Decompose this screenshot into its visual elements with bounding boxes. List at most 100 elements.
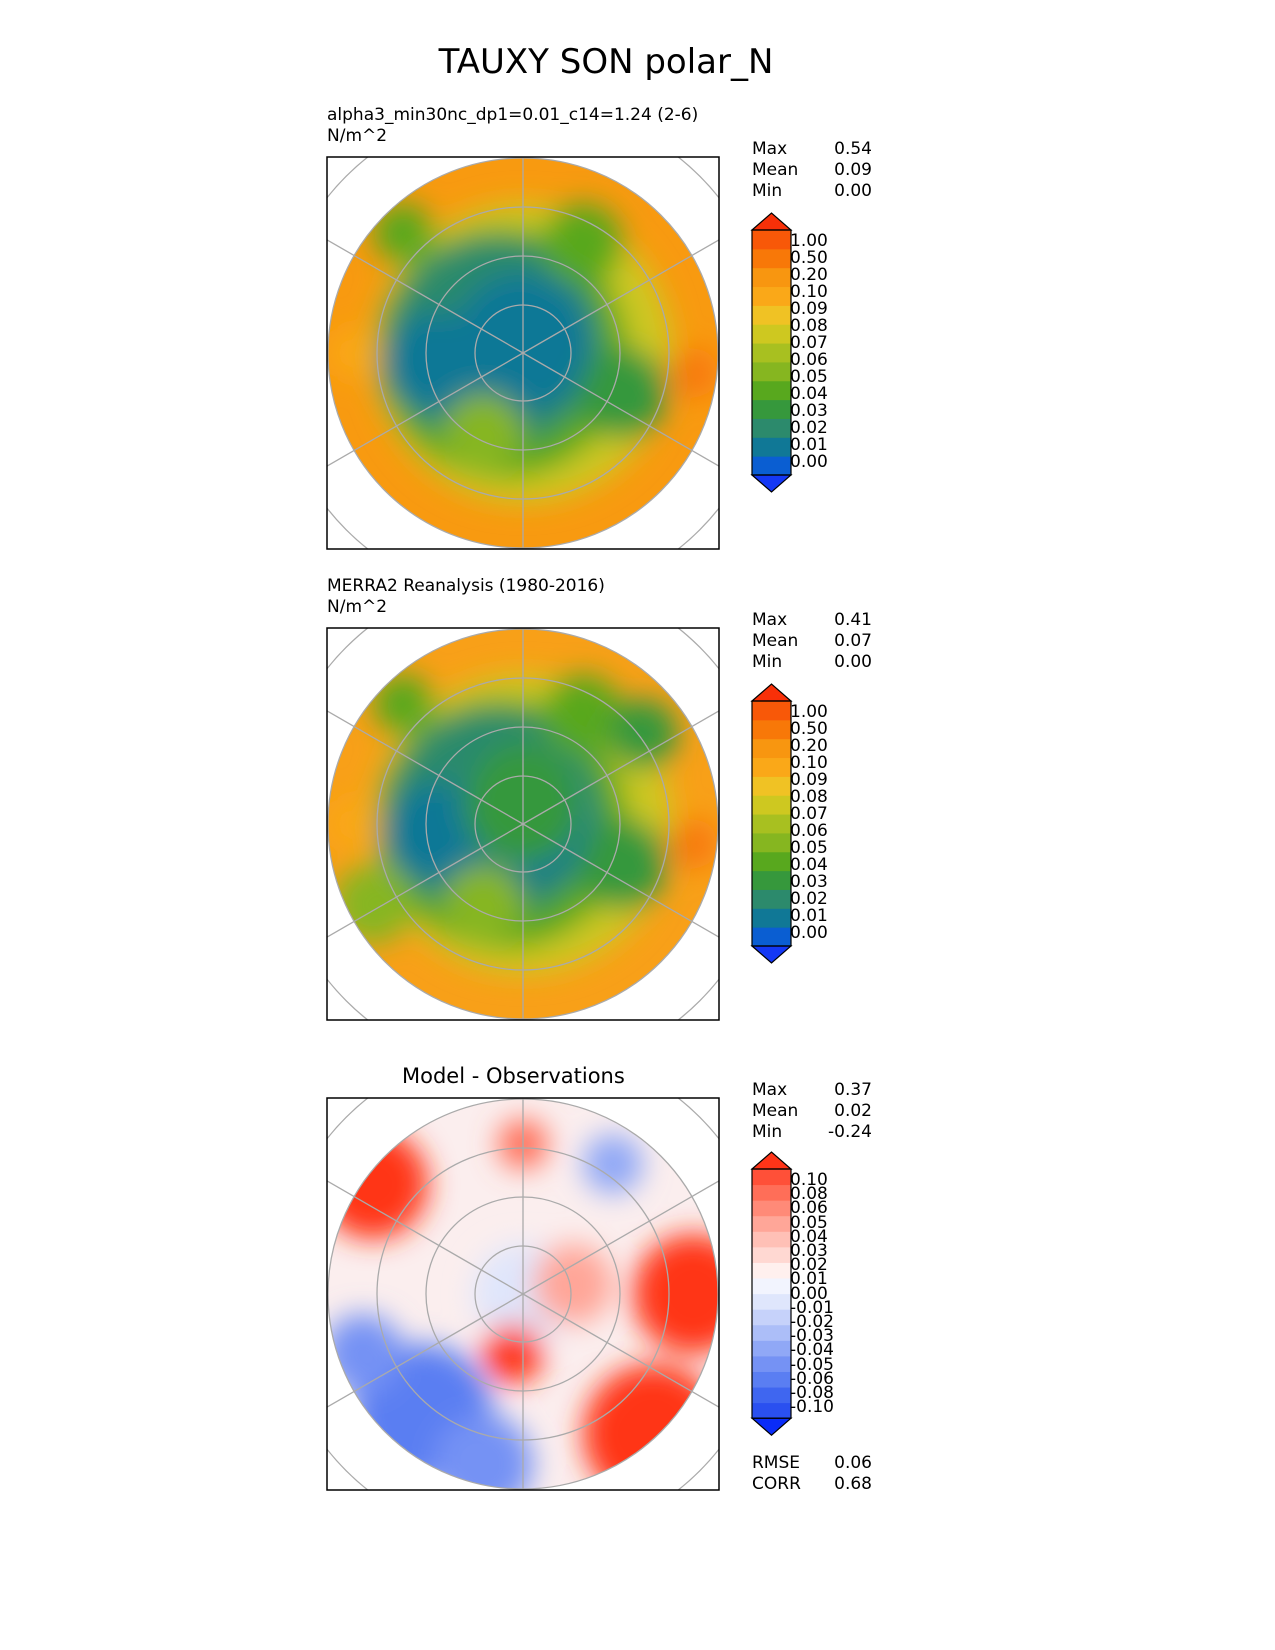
graticule: [327, 157, 719, 549]
longitude-line: [327, 376, 482, 467]
longitude-line: [481, 1269, 524, 1295]
colorbar-tick-label: 0.00: [790, 923, 828, 943]
stat-mean-label: Mean: [752, 1101, 799, 1121]
field-patch: [608, 699, 678, 769]
stat-min-value: 0.00: [834, 181, 872, 201]
colorbar-bin: [752, 248, 791, 269]
graticule: [327, 1098, 719, 1490]
colorbar-extend-max: [750, 212, 793, 231]
colorbar-tick-label: 0.00: [790, 452, 828, 472]
colorbar-tick-label: 0.03: [790, 872, 828, 892]
colorbar-tick-label: 0.06: [790, 821, 828, 841]
longitude-line: [481, 352, 524, 378]
field-patch: [668, 348, 718, 398]
field-patch: [328, 1314, 403, 1394]
colorbar-tick-label: 0.10: [790, 753, 828, 773]
field-patch: [483, 1324, 543, 1384]
colorbar-tick-label: 0.04: [790, 855, 828, 875]
colorbar-tick-label: -0.10: [790, 1397, 834, 1418]
colorbar-tick-label: 0.20: [790, 265, 828, 285]
stat-rmse-value: 0.06: [834, 1453, 872, 1473]
colorbar-tick-label: 1.00: [790, 231, 828, 251]
panel-title: alpha3_min30nc_dp1=0.01_c14=1.24 (2-6): [327, 105, 699, 125]
longitude-line: [564, 376, 719, 467]
colorbar-tick-label: 0.02: [790, 889, 828, 909]
map-frame: [326, 1097, 720, 1491]
stat-mean-value: 0.09: [834, 160, 872, 180]
colorbar-bin: [752, 305, 791, 325]
colorbar-bin: [752, 1278, 791, 1295]
stat-mean-value: 0.02: [834, 1101, 872, 1121]
longitude-line: [564, 847, 719, 938]
colorbar-bin: [752, 1371, 791, 1388]
colorbar-tick-label: 0.08: [790, 1184, 828, 1205]
field-patch: [433, 1414, 533, 1489]
colorbar-bin: [752, 286, 791, 306]
stat-mean-label: Mean: [752, 631, 799, 651]
colorbar-tick-label: -0.06: [790, 1368, 834, 1389]
colorbar-tick-label: 0.50: [790, 248, 828, 268]
colorbar-bin: [752, 738, 791, 759]
colorbar-bin: [752, 1355, 791, 1372]
longitude-line: [481, 328, 524, 354]
colorbar-tick-label: 0.05: [790, 367, 828, 387]
colorbar-extend-max: [750, 683, 793, 702]
colorbar-bin: [752, 267, 791, 288]
panel-units: N/m^2: [327, 126, 388, 146]
map-frame: [326, 627, 720, 1021]
map-frame: [326, 156, 720, 550]
colorbar-tick-label: 0.02: [790, 418, 828, 438]
colorbar-bin: [752, 1324, 791, 1341]
panel-title: Model - Observations: [402, 1064, 625, 1088]
colorbar-bin: [752, 757, 791, 777]
colorbar-bin: [752, 1387, 791, 1404]
longitude-line: [522, 823, 565, 849]
colorbar-bin: [752, 324, 791, 344]
colorbar-bin: [752, 814, 791, 834]
stat-mean-value: 0.07: [834, 631, 872, 651]
stat-min-label: Min: [752, 1122, 783, 1142]
panel-title: MERRA2 Reanalysis (1980-2016): [327, 576, 605, 596]
colorbar-tick-label: 0.09: [790, 299, 828, 319]
colorbar-tick-label: 0.01: [790, 435, 828, 455]
stat-min-value: -0.24: [828, 1122, 872, 1142]
colorbar-tick-label: 0.08: [790, 787, 828, 807]
colorbar-bin: [752, 701, 791, 721]
colorbar-tick-label: 0.07: [790, 333, 828, 353]
field-patch: [578, 348, 668, 438]
longitude-line: [522, 352, 565, 378]
colorbar-bin: [752, 1184, 791, 1201]
colorbar: [750, 212, 793, 493]
stat-max-value: 0.41: [834, 610, 872, 630]
field-patch: [383, 313, 483, 413]
field-patch: [583, 1364, 718, 1489]
colorbar-tick-label: -0.08: [790, 1383, 834, 1403]
field-patch: [543, 674, 623, 754]
longitude-line: [481, 799, 524, 825]
colorbar-bin: [752, 437, 791, 457]
colorbar-bin: [752, 1309, 791, 1326]
field-patch: [328, 1129, 428, 1239]
colorbar-bin: [752, 1340, 791, 1357]
longitude-line: [564, 710, 719, 801]
longitude-line: [522, 328, 565, 354]
colorbar: [750, 683, 793, 964]
stat-max-value: 0.54: [834, 139, 872, 159]
colorbar-bin: [752, 230, 791, 250]
colorbar-tick-label: 0.05: [790, 1212, 828, 1233]
longitude-line: [564, 1317, 719, 1408]
colorbar-bin: [752, 343, 791, 363]
figure-title: TAUXY SON polar_N: [438, 42, 774, 82]
colorbar-outline: [751, 1168, 792, 1419]
longitude-line: [327, 1317, 482, 1408]
colorbar-tick-label: 0.08: [790, 316, 828, 336]
colorbar-outline: [751, 229, 792, 476]
colorbar-tick-label: 0.06: [790, 350, 828, 370]
colorbar-bin: [752, 870, 791, 890]
stat-min-label: Min: [752, 181, 783, 201]
stat-min-label: Min: [752, 652, 783, 672]
colorbar-outline: [751, 700, 792, 947]
colorbar-bin: [752, 851, 791, 872]
